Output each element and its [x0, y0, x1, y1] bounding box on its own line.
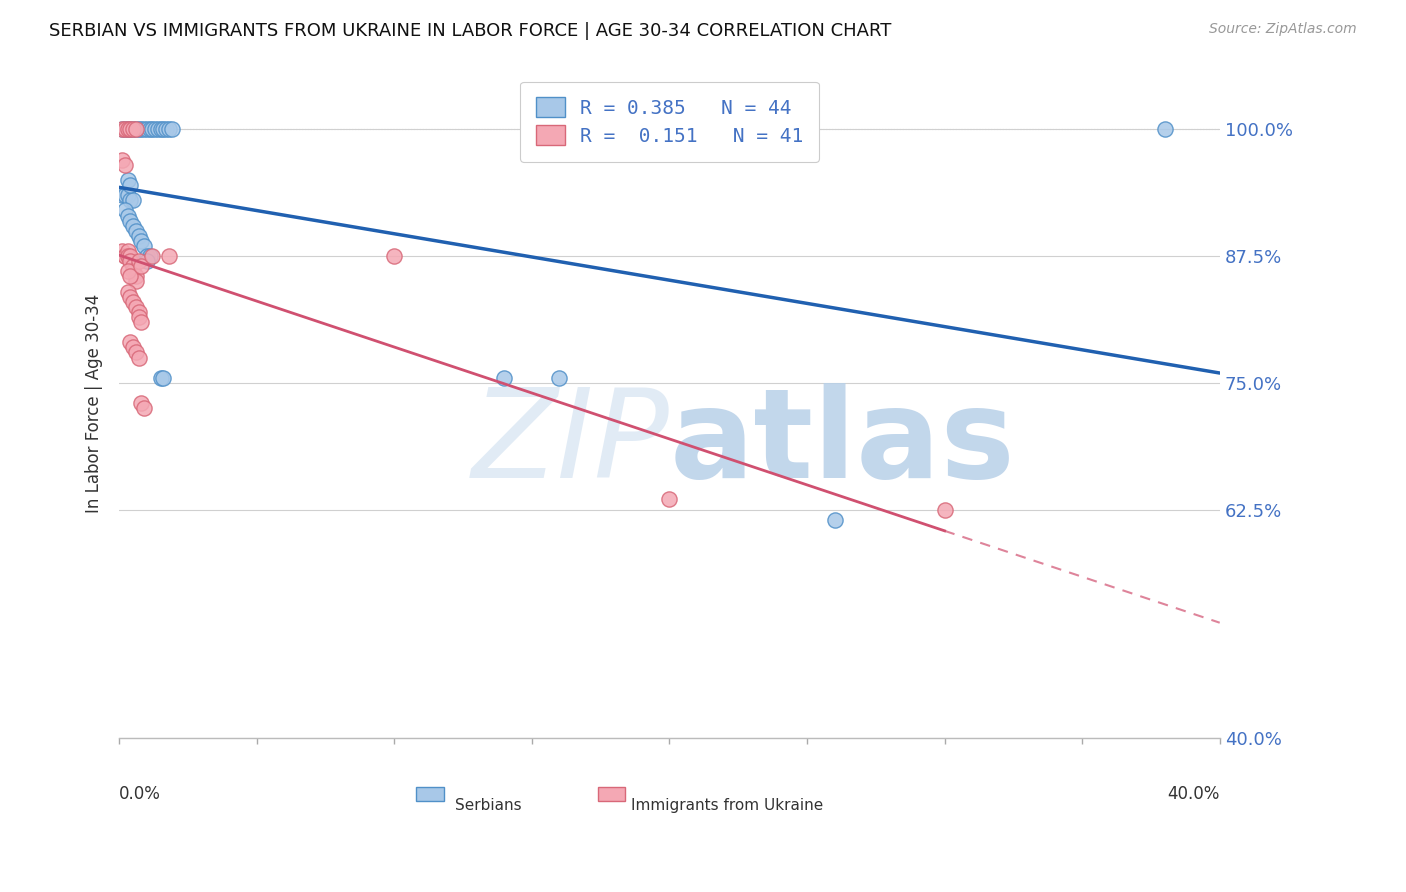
- Point: [117, 209, 139, 223]
- Point: [125, 122, 148, 136]
- Point: [122, 259, 145, 273]
- Point: [114, 249, 136, 263]
- Point: [117, 173, 139, 187]
- Point: [152, 371, 174, 385]
- Point: [157, 249, 180, 263]
- Point: [111, 188, 134, 202]
- Point: [117, 244, 139, 258]
- Point: [111, 153, 134, 167]
- Point: [122, 122, 145, 136]
- Point: [129, 259, 152, 273]
- Text: 40.0%: 40.0%: [1167, 785, 1220, 803]
- Point: [658, 492, 681, 507]
- Text: Serbians: Serbians: [456, 798, 522, 813]
- Point: [117, 122, 139, 136]
- Point: [120, 122, 142, 136]
- Point: [114, 122, 136, 136]
- Text: ZIP: ZIP: [471, 383, 669, 504]
- Text: atlas: atlas: [669, 383, 1015, 504]
- Y-axis label: In Labor Force | Age 30-34: In Labor Force | Age 30-34: [86, 293, 103, 513]
- Legend: R = 0.385   N = 44, R =  0.151   N = 41: R = 0.385 N = 44, R = 0.151 N = 41: [520, 81, 820, 161]
- Point: [934, 502, 956, 516]
- FancyBboxPatch shape: [598, 787, 626, 801]
- Text: Source: ZipAtlas.com: Source: ZipAtlas.com: [1209, 22, 1357, 37]
- Text: SERBIAN VS IMMIGRANTS FROM UKRAINE IN LABOR FORCE | AGE 30-34 CORRELATION CHART: SERBIAN VS IMMIGRANTS FROM UKRAINE IN LA…: [49, 22, 891, 40]
- Point: [155, 122, 177, 136]
- Point: [143, 122, 166, 136]
- Point: [122, 122, 145, 136]
- Point: [120, 249, 142, 263]
- Point: [141, 122, 163, 136]
- Point: [125, 122, 148, 136]
- Point: [494, 371, 516, 385]
- Point: [114, 249, 136, 263]
- Point: [120, 122, 142, 136]
- Point: [132, 401, 155, 416]
- Point: [120, 335, 142, 350]
- Point: [122, 219, 145, 233]
- Point: [824, 513, 846, 527]
- Point: [548, 371, 571, 385]
- Point: [138, 122, 160, 136]
- Point: [114, 158, 136, 172]
- Point: [125, 345, 148, 359]
- Point: [128, 254, 150, 268]
- Point: [122, 194, 145, 208]
- Point: [128, 122, 150, 136]
- Point: [149, 122, 172, 136]
- Point: [129, 234, 152, 248]
- Point: [128, 305, 150, 319]
- Point: [125, 300, 148, 314]
- Point: [122, 264, 145, 278]
- FancyBboxPatch shape: [416, 787, 444, 801]
- Point: [125, 224, 148, 238]
- Point: [111, 122, 134, 136]
- Point: [114, 203, 136, 218]
- Point: [117, 264, 139, 278]
- Point: [125, 269, 148, 284]
- Point: [120, 213, 142, 227]
- Point: [129, 396, 152, 410]
- Point: [157, 122, 180, 136]
- Point: [111, 244, 134, 258]
- Point: [132, 122, 155, 136]
- Point: [125, 275, 148, 289]
- Point: [128, 310, 150, 324]
- Point: [120, 290, 142, 304]
- Point: [111, 122, 134, 136]
- Text: Immigrants from Ukraine: Immigrants from Ukraine: [631, 798, 824, 813]
- Point: [146, 122, 169, 136]
- Point: [135, 122, 157, 136]
- Point: [122, 294, 145, 309]
- Point: [384, 249, 406, 263]
- Point: [117, 122, 139, 136]
- Point: [117, 249, 139, 263]
- Point: [120, 269, 142, 284]
- Point: [122, 340, 145, 354]
- Point: [129, 122, 152, 136]
- Point: [117, 188, 139, 202]
- Point: [128, 228, 150, 243]
- Point: [141, 249, 163, 263]
- Point: [120, 194, 142, 208]
- Point: [129, 315, 152, 329]
- Point: [1153, 122, 1175, 136]
- Point: [135, 254, 157, 268]
- Point: [135, 249, 157, 263]
- Point: [132, 239, 155, 253]
- Point: [149, 371, 172, 385]
- Point: [122, 254, 145, 268]
- Point: [120, 254, 142, 268]
- Point: [138, 249, 160, 263]
- Point: [120, 178, 142, 193]
- Point: [114, 188, 136, 202]
- Point: [128, 351, 150, 365]
- Text: 0.0%: 0.0%: [120, 785, 162, 803]
- Point: [160, 122, 183, 136]
- Point: [152, 122, 174, 136]
- Point: [114, 122, 136, 136]
- Point: [117, 285, 139, 299]
